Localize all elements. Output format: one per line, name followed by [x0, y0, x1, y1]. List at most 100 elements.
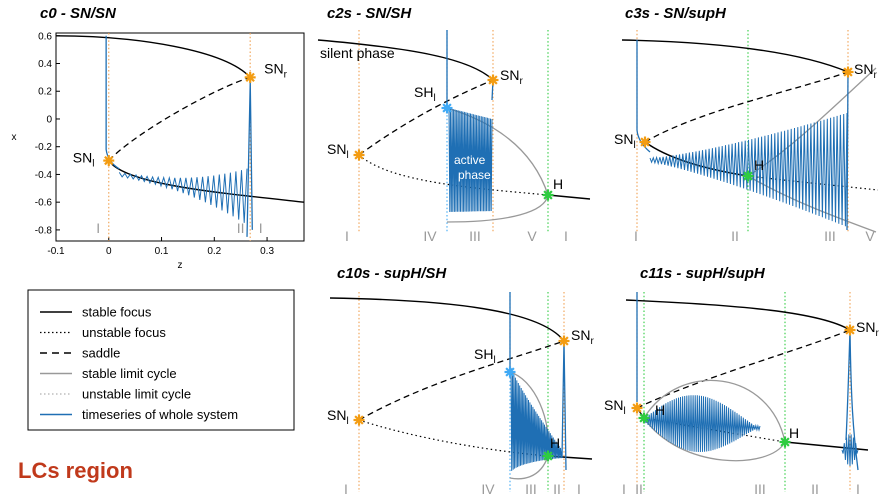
timeseries-oscillation-c0: [118, 168, 248, 223]
sn-left-label-c11s: SNl: [604, 397, 626, 417]
h-label-c10s: H: [550, 435, 560, 451]
y-tick-label-c0: 0: [46, 114, 52, 125]
y-tick-label-c0: 0.6: [38, 31, 52, 42]
sh-label-c2s: SHl: [414, 84, 436, 104]
h-left-label-c11s: H: [655, 402, 665, 418]
timeseries-oscillation-c10s: [510, 367, 563, 471]
annotation-silent-phase: silent phase: [320, 45, 395, 61]
saddle-branch-c11s: [636, 329, 851, 409]
stable-focus-upper-c0: [55, 35, 251, 78]
h-marker-c10s: [542, 450, 554, 462]
legend-label-4: unstable limit cycle: [82, 387, 191, 402]
stable-focus-upper-c2s: [317, 39, 494, 81]
c11s-region-1: II: [635, 481, 643, 497]
c2s-region-0: I: [345, 228, 349, 244]
saddle-branch-c3s: [644, 71, 849, 143]
sn-left-label-c3s: SNl: [614, 131, 636, 151]
region-labels-c11s: I II III II I: [622, 481, 860, 497]
x-tick-label-c0: 0.1: [155, 246, 169, 257]
h-right-marker-c11s: [779, 436, 791, 448]
sn-left-marker-c3s: [639, 136, 651, 148]
sn-right-label-c0: SNr: [264, 60, 287, 80]
annotation-active-phase: active phase: [454, 153, 491, 182]
h-marker-c3s: [742, 170, 754, 182]
sn-right-marker-c0: [244, 71, 256, 83]
axis-ticks-c0: -0.1 0 0.1 0.2 0.3 0.6 0.4 0.2 0 -0.2 -0.4 -0.6 -0.8: [35, 31, 275, 257]
y-axis-label-c0: x: [12, 132, 17, 143]
annotation-phase-word: phase: [458, 168, 491, 182]
y-tick-label-c0: 0.4: [38, 59, 52, 70]
y-tick-label-c0: -0.6: [35, 198, 53, 209]
sn-right-marker-c2s: [487, 74, 499, 86]
c10s-region-3: II: [553, 481, 561, 497]
legend-label-3: stable limit cycle: [82, 366, 177, 381]
c0-region-2: I: [259, 220, 263, 236]
c0-region-0: I: [96, 220, 100, 236]
legend-box: [27, 289, 295, 431]
legend-items: stable focus unstable focus saddle stable l…: [40, 305, 238, 422]
sn-right-marker-c11s: [844, 324, 856, 336]
sh-marker-c2s: [441, 102, 453, 114]
saddle-branch-c0: [108, 76, 251, 162]
c10s-region-2: III: [525, 481, 537, 497]
region-title: LCs region: [18, 458, 133, 483]
h-label-c2s: H: [553, 176, 563, 192]
legend-label-1: unstable focus: [82, 325, 166, 340]
stable-focus-upper-c10s: [329, 297, 565, 342]
x-tick-label-c0: 0.3: [260, 246, 274, 257]
c0-region-1: II: [237, 220, 245, 236]
timeseries-oscillation-c11s: [644, 395, 761, 453]
unstable-focus-c10s: [358, 419, 549, 457]
h-marker-c2s: [542, 189, 554, 201]
region-labels-c0: I II I: [96, 220, 262, 236]
h-label-c3s: H: [754, 157, 764, 173]
panel-title-c2s: c2s - SN/SH: [327, 5, 412, 22]
timeseries-c0: [105, 35, 253, 237]
y-tick-label-c0: -0.2: [35, 142, 53, 153]
plot-frame-c0: [55, 32, 305, 242]
saddle-branch-c2s: [358, 79, 494, 156]
c10s-region-1: IV: [481, 481, 495, 497]
panel-title-c11s: c11s - supH/supH: [640, 265, 766, 282]
c11s-region-4: I: [856, 481, 860, 497]
x-tick-label-c0: 0: [106, 246, 112, 257]
markers-c2s: SNl SHl SNr H: [327, 67, 563, 201]
timeseries-jump-left-c0: [105, 35, 120, 170]
h-right-label-c11s: H: [789, 425, 799, 441]
x-axis-label-c0: z: [178, 260, 183, 271]
panel-c2s: c2s - SN/SH SNl SHl SNr H I IV III V I silent p…: [317, 5, 591, 244]
panel-title-c10s: c10s - supH/SH: [337, 265, 447, 282]
unstable-focus-c3s: [747, 175, 879, 191]
sn-right-marker-c3s: [842, 66, 854, 78]
y-tick-label-c0: -0.8: [35, 225, 53, 236]
sh-label-c10s: SHl: [474, 346, 496, 366]
annotation-active-word: active: [454, 153, 486, 167]
timeseries-return-c3s: [846, 71, 849, 231]
unstable-focus-c2s: [358, 154, 549, 196]
markers-c10s: SNl SHl H SNr: [327, 327, 594, 462]
c2s-region-3: V: [527, 228, 537, 244]
h-left-marker-c11s: [638, 412, 650, 424]
c2s-region-2: III: [469, 228, 481, 244]
sn-right-marker-c10s: [558, 335, 570, 347]
sn-left-marker-c0: [103, 155, 115, 167]
c2s-region-1: IV: [423, 228, 437, 244]
c3s-region-2: III: [824, 228, 836, 244]
sn-right-label-c3s: SNr: [854, 61, 877, 81]
legend-label-5: timeseries of whole system: [82, 407, 238, 422]
markers-c11s: SNl H H SNr: [604, 319, 879, 448]
stable-focus-upper-c3s: [621, 39, 849, 73]
sn-left-marker-c11s: [631, 402, 643, 414]
sn-left-label-c2s: SNl: [327, 141, 349, 161]
timeseries-c3s: [636, 40, 849, 231]
timeseries-return-c10s: [561, 340, 567, 471]
c11s-region-0: I: [622, 481, 626, 497]
region-labels-c10s: I IV III II I: [344, 481, 581, 497]
sh-marker-c10s: [504, 366, 516, 378]
c3s-region-0: I: [634, 228, 638, 244]
region-labels-c3s: I II III V: [634, 228, 875, 244]
stable-focus-lower-c10s: [547, 455, 593, 460]
